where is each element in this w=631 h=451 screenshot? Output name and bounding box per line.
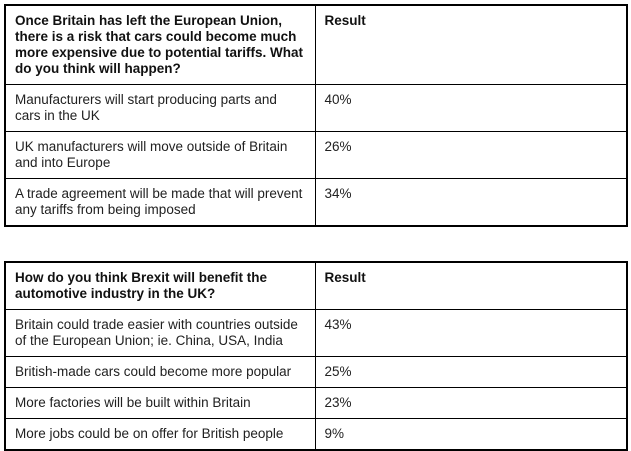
table-row: UK manufacturers will move outside of Br… bbox=[4, 131, 628, 179]
result-header-cell: Result bbox=[314, 4, 628, 85]
table-row: British-made cars could become more popu… bbox=[4, 356, 628, 388]
survey-results-page: Once Britain has left the European Union… bbox=[4, 4, 631, 451]
answer-cell: Manufacturers will start producing parts… bbox=[4, 84, 316, 132]
answer-cell: UK manufacturers will move outside of Br… bbox=[4, 131, 316, 179]
result-cell: 26% bbox=[314, 131, 628, 179]
answer-cell: More jobs could be on offer for British … bbox=[4, 418, 316, 451]
result-cell: 23% bbox=[314, 387, 628, 419]
result-cell: 25% bbox=[314, 356, 628, 388]
table-row: Britain could trade easier with countrie… bbox=[4, 309, 628, 357]
result-cell: 40% bbox=[314, 84, 628, 132]
question-header-cell: Once Britain has left the European Union… bbox=[4, 4, 316, 85]
answer-cell: More factories will be built within Brit… bbox=[4, 387, 316, 419]
answer-cell: Britain could trade easier with countrie… bbox=[4, 309, 316, 357]
table-header-row: Once Britain has left the European Union… bbox=[4, 4, 628, 85]
answer-cell: British-made cars could become more popu… bbox=[4, 356, 316, 388]
table-row: More factories will be built within Brit… bbox=[4, 387, 628, 419]
table-row: More jobs could be on offer for British … bbox=[4, 418, 628, 451]
result-cell: 43% bbox=[314, 309, 628, 357]
result-cell: 34% bbox=[314, 178, 628, 227]
result-header-cell: Result bbox=[314, 261, 628, 310]
answer-cell: A trade agreement will be made that will… bbox=[4, 178, 316, 227]
brexit-benefit-survey-table: How do you think Brexit will benefit the… bbox=[4, 261, 628, 451]
table-row: Manufacturers will start producing parts… bbox=[4, 84, 628, 132]
question-header-cell: How do you think Brexit will benefit the… bbox=[4, 261, 316, 310]
table-row: A trade agreement will be made that will… bbox=[4, 178, 628, 227]
result-cell: 9% bbox=[314, 418, 628, 451]
table-header-row: How do you think Brexit will benefit the… bbox=[4, 261, 628, 310]
tariff-risk-survey-table: Once Britain has left the European Union… bbox=[4, 4, 628, 227]
